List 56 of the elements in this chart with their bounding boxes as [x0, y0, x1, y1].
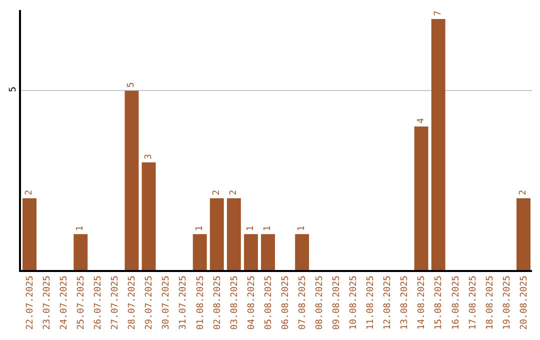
data-label: 1	[246, 226, 256, 232]
x-tick-label: 15.08.2025	[434, 276, 444, 330]
bar	[192, 234, 207, 270]
x-tick-label: 07.08.2025	[298, 276, 308, 330]
bar	[124, 90, 139, 270]
x-tick-label: 22.07.2025	[25, 276, 36, 330]
x-tick-label: 20.08.2025	[519, 276, 530, 330]
x-tick-label: 14.08.2025	[417, 276, 428, 330]
x-tick-label: 12.08.2025	[383, 276, 394, 330]
bar	[516, 198, 530, 270]
bar	[210, 198, 224, 270]
data-label: 2	[212, 190, 222, 196]
data-label: 5	[126, 82, 137, 88]
x-tick-label: 28.07.2025	[128, 276, 138, 330]
x-tick-label: 08.08.2025	[315, 276, 326, 330]
data-label: 1	[194, 226, 205, 232]
x-tick-label: 13.08.2025	[400, 276, 410, 330]
x-tick-label: 29.07.2025	[144, 276, 155, 330]
x-tick-label: 26.07.2025	[94, 276, 104, 330]
x-tick-label: 16.08.2025	[451, 276, 462, 330]
bar	[74, 234, 88, 270]
x-tick-label: 31.07.2025	[178, 276, 189, 330]
x-tick-label: 05.08.2025	[264, 276, 274, 330]
data-label: 3	[144, 154, 154, 160]
x-tick-label: 06.08.2025	[280, 276, 291, 330]
x-tick-label: 30.07.2025	[162, 276, 172, 330]
x-tick-label: 18.08.2025	[485, 276, 496, 330]
x-tick-label: 17.08.2025	[468, 276, 478, 330]
x-tick-label: 19.08.2025	[502, 276, 512, 330]
data-label: 1	[262, 226, 273, 232]
data-label: 2	[228, 190, 239, 196]
bar	[226, 198, 241, 270]
x-tick-label: 27.07.2025	[110, 276, 121, 330]
x-tick-label: 09.08.2025	[332, 276, 342, 330]
x-tick-label: 24.07.2025	[60, 276, 70, 330]
data-label: 1	[76, 226, 86, 232]
data-label: 7	[433, 10, 444, 16]
bar	[431, 18, 446, 270]
x-tick-label: 11.08.2025	[366, 276, 376, 330]
bar	[244, 234, 258, 270]
bar	[22, 198, 36, 270]
data-label: 2	[24, 190, 35, 196]
x-tick-label: 01.08.2025	[196, 276, 206, 330]
bar	[414, 126, 428, 270]
bar	[142, 162, 156, 270]
x-tick-label: 23.07.2025	[42, 276, 52, 330]
data-label: 1	[297, 226, 308, 232]
bar	[261, 234, 275, 270]
x-tick-label: 02.08.2025	[212, 276, 223, 330]
x-tick-label: 03.08.2025	[230, 276, 240, 330]
bar	[295, 234, 310, 270]
x-tick-label: 10.08.2025	[349, 276, 360, 330]
data-label: 2	[518, 190, 528, 196]
x-tick-label: 04.08.2025	[246, 276, 257, 330]
data-label: 4	[416, 118, 426, 124]
x-tick-label: 25.07.2025	[76, 276, 87, 330]
